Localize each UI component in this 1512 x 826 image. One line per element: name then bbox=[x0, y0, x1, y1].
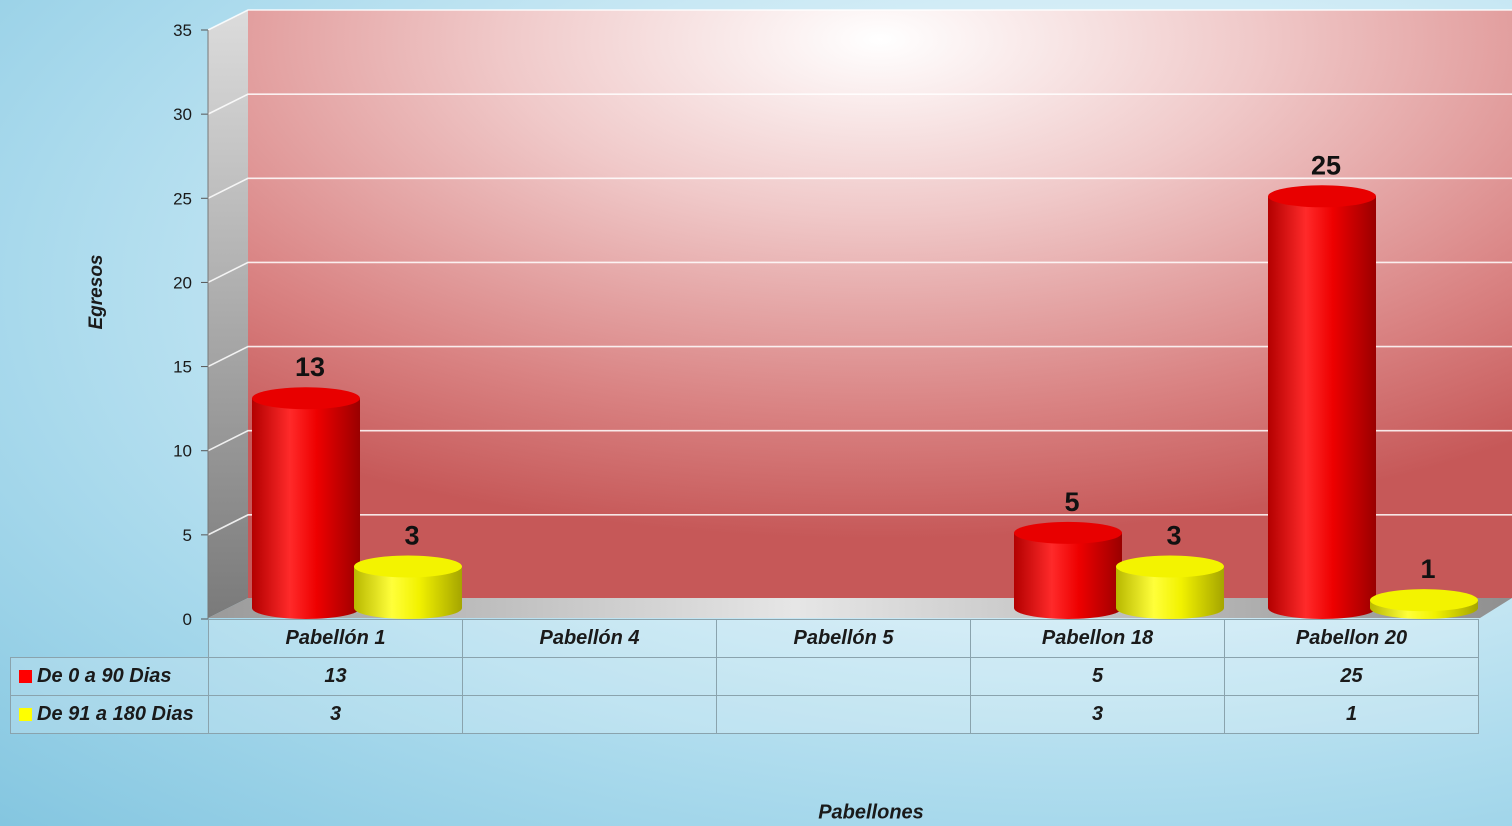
y-tick-label: 35 bbox=[173, 21, 192, 40]
bar-top bbox=[354, 555, 462, 578]
bar-top bbox=[1370, 589, 1478, 612]
gridline bbox=[207, 9, 1512, 31]
y-tick-label: 15 bbox=[173, 358, 192, 377]
bar-body bbox=[1268, 196, 1376, 620]
x-axis-title: Pabellones bbox=[818, 801, 924, 824]
table-row-series-1: De 0 a 90 Dias 13 5 25 bbox=[10, 657, 1479, 696]
legend-entry-series-1: De 0 a 90 Dias bbox=[10, 657, 209, 696]
bar-top bbox=[252, 387, 360, 410]
legend-label: De 0 a 90 Dias bbox=[37, 665, 172, 687]
bar bbox=[252, 387, 360, 619]
gridline bbox=[207, 261, 1512, 284]
legend-entry-series-2: De 91 a 180 Dias bbox=[10, 695, 209, 734]
data-label: 13 bbox=[295, 352, 325, 382]
data-label: 5 bbox=[1064, 487, 1079, 517]
bar bbox=[1370, 589, 1478, 619]
table-cell: 1 bbox=[1224, 695, 1479, 734]
table-category-cell: Pabellon 18 bbox=[970, 619, 1225, 658]
data-table: Pabellón 1 Pabellón 4 Pabellón 5 Pabello… bbox=[10, 619, 1479, 734]
bar-body bbox=[1116, 566, 1224, 619]
data-label: 25 bbox=[1311, 150, 1341, 180]
bar bbox=[1116, 555, 1224, 619]
gridline bbox=[207, 514, 1512, 536]
table-cell: 3 bbox=[970, 695, 1225, 734]
gridline bbox=[207, 177, 1512, 200]
gridline bbox=[207, 345, 1512, 368]
legend-swatch-red bbox=[19, 670, 32, 683]
y-tick-label: 10 bbox=[173, 442, 192, 461]
legend-swatch-yellow bbox=[19, 708, 32, 721]
legend-label: De 91 a 180 Dias bbox=[37, 703, 194, 725]
bar-top bbox=[1014, 521, 1122, 544]
table-category-cell: Pabellón 1 bbox=[208, 619, 463, 658]
data-label: 3 bbox=[1166, 521, 1181, 551]
table-cell bbox=[462, 657, 717, 696]
table-cell bbox=[716, 657, 971, 696]
table-category-cell: Pabellon 20 bbox=[1224, 619, 1479, 658]
y-tick-label: 25 bbox=[173, 189, 192, 208]
table-cell: 13 bbox=[208, 657, 463, 696]
bar-body bbox=[252, 398, 360, 619]
side-wall bbox=[208, 10, 248, 618]
bar-body bbox=[1014, 532, 1122, 619]
table-cell: 3 bbox=[208, 695, 463, 734]
table-cell: 25 bbox=[1224, 657, 1479, 696]
table-cell bbox=[462, 695, 717, 734]
table-category-cell: Pabellón 4 bbox=[462, 619, 717, 658]
y-axis-title: Egresos bbox=[86, 254, 107, 330]
table-cell: 5 bbox=[970, 657, 1225, 696]
table-category-cell: Pabellón 5 bbox=[716, 619, 971, 658]
table-header-row: Pabellón 1 Pabellón 4 Pabellón 5 Pabello… bbox=[11, 619, 1479, 658]
y-tick-label: 0 bbox=[183, 610, 192, 629]
y-tick-label: 30 bbox=[173, 105, 192, 124]
bar-top bbox=[1268, 185, 1376, 208]
table-row-series-2: De 91 a 180 Dias 3 3 1 bbox=[10, 695, 1479, 734]
data-label: 3 bbox=[404, 521, 419, 551]
bar bbox=[1014, 521, 1122, 619]
gridline bbox=[207, 429, 1512, 452]
bar-body bbox=[354, 566, 462, 619]
bar bbox=[354, 555, 462, 619]
table-cell bbox=[716, 695, 971, 734]
gridline bbox=[207, 93, 1512, 115]
bar bbox=[1268, 185, 1376, 620]
y-tick-label: 5 bbox=[183, 526, 192, 545]
bar-top bbox=[1116, 555, 1224, 578]
y-tick-label: 20 bbox=[173, 273, 192, 292]
data-label: 1 bbox=[1420, 554, 1435, 584]
